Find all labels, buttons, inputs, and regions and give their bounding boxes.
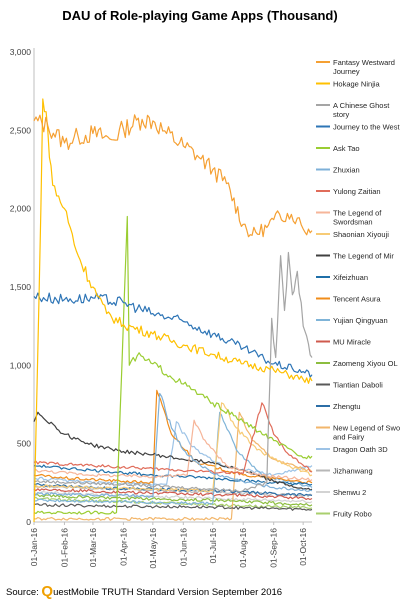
series-line-new-legend-of-sword-and-fairy bbox=[34, 411, 313, 521]
x-tick-label: 01-Aug-16 bbox=[238, 528, 248, 568]
x-tick-label: 01-Jan-16 bbox=[29, 528, 39, 567]
series-line-tencent-asura bbox=[33, 389, 313, 485]
y-tick-label: 1,000 bbox=[10, 360, 32, 370]
legend-label: The Legend of Mir bbox=[333, 252, 394, 261]
series-line-shenwu-2 bbox=[33, 491, 313, 504]
y-tick-label: 2,000 bbox=[10, 204, 32, 214]
legend-label: Yujian Qingyuan bbox=[333, 316, 388, 325]
legend-label: Xifeizhuan bbox=[333, 273, 368, 282]
legend-label-line: Fantasy Westward bbox=[333, 58, 395, 67]
legend-label-line: Journey bbox=[333, 67, 360, 76]
series-line-xifeizhuan bbox=[33, 464, 313, 486]
y-tick-label: 1,500 bbox=[10, 282, 32, 292]
source-text: uestMobile TRUTH Standard Version Septem… bbox=[53, 587, 283, 598]
legend-label: Fantasy Westward Journey bbox=[333, 58, 395, 76]
series-line-shaonian-xiyouji bbox=[33, 402, 313, 493]
x-tick-label: 01-Jun-16 bbox=[178, 528, 188, 567]
series-line-dragon-oath-3d bbox=[33, 421, 313, 486]
legend-label: Dragon Oath 3D bbox=[333, 445, 388, 454]
legend-label-line: and Fairy bbox=[333, 433, 365, 442]
legend-label-line: story bbox=[333, 110, 350, 119]
series-line-fantasy-westward-journey bbox=[33, 114, 313, 238]
source-footer: Source: QuestMobile TRUTH Standard Versi… bbox=[6, 583, 282, 600]
legend-label: New Legend of Sword and Fairy bbox=[333, 424, 400, 442]
legend-label: Shaonian Xiyouji bbox=[333, 230, 389, 239]
legend-label: The Legend of Swordsman bbox=[333, 209, 382, 227]
series-line-zaomeng-xiyou-ol bbox=[33, 493, 313, 507]
legend-label: Jizhanwang bbox=[333, 467, 373, 476]
series-line-jizhanwang bbox=[33, 484, 313, 498]
legend-label-line: A Chinese Ghost bbox=[333, 101, 390, 110]
x-tick-label: 01-Apr-16 bbox=[118, 528, 128, 566]
legend-label: Zhuxian bbox=[333, 166, 360, 175]
chart-title: DAU of Role-playing Game Apps (Thousand) bbox=[62, 8, 338, 23]
series-line-tiantian-daboli bbox=[33, 503, 313, 511]
series-line-ask-tao bbox=[33, 215, 313, 515]
series-line-the-legend-of-mir bbox=[33, 411, 313, 491]
series-line-the-legend-of-swordsman bbox=[33, 419, 313, 482]
series-line-a-chinese-ghost-story bbox=[33, 251, 313, 493]
x-tick-label: 01-Sep-16 bbox=[269, 528, 279, 568]
series-line-yulong-zaitian bbox=[33, 402, 313, 476]
y-tick-label: 500 bbox=[17, 439, 31, 449]
y-tick-label: 0 bbox=[26, 517, 31, 527]
series-line-mu-miracle bbox=[33, 488, 313, 501]
x-tick-label: 01-Oct-16 bbox=[298, 528, 308, 566]
legend-label: Ask Tao bbox=[333, 144, 360, 153]
series-line-hokage-ninjia bbox=[33, 98, 313, 523]
legend-label: Shenwu 2 bbox=[333, 488, 366, 497]
brand-logo-initial: Q bbox=[41, 583, 54, 600]
legend-label: Hokage Ninjia bbox=[333, 80, 381, 89]
x-tick-label: 01-May-16 bbox=[148, 528, 158, 569]
legend-label-line: New Legend of Sword bbox=[333, 424, 400, 433]
legend-label: Journey to the West bbox=[333, 123, 400, 132]
x-tick-label: 01-Mar-16 bbox=[88, 528, 98, 567]
legend-label-line: The Legend of bbox=[333, 209, 382, 218]
legend-label-line: Swordsman bbox=[333, 218, 373, 227]
x-tick-label: 01-Jul-16 bbox=[208, 528, 218, 564]
y-tick-label: 2,500 bbox=[10, 125, 32, 135]
legend-label: A Chinese Ghost story bbox=[333, 101, 390, 119]
legend-label: Fruity Robo bbox=[333, 510, 372, 519]
legend-label: Zhengtu bbox=[333, 402, 361, 411]
source-label: Source: bbox=[6, 587, 42, 598]
legend-label: MU Miracle bbox=[333, 338, 371, 347]
series-line-zhuxian bbox=[33, 392, 313, 498]
legend-label: Yulong Zaitian bbox=[333, 187, 381, 196]
x-tick-label: 01-Feb-16 bbox=[59, 528, 69, 567]
legend-label: Tiantian Daboli bbox=[333, 381, 383, 390]
legend-label: Zaomeng Xiyou OL bbox=[333, 359, 398, 368]
series-line-journey-to-the-west bbox=[33, 292, 313, 378]
legend-label: Tencent Asura bbox=[333, 295, 381, 304]
y-tick-label: 3,000 bbox=[10, 47, 32, 57]
